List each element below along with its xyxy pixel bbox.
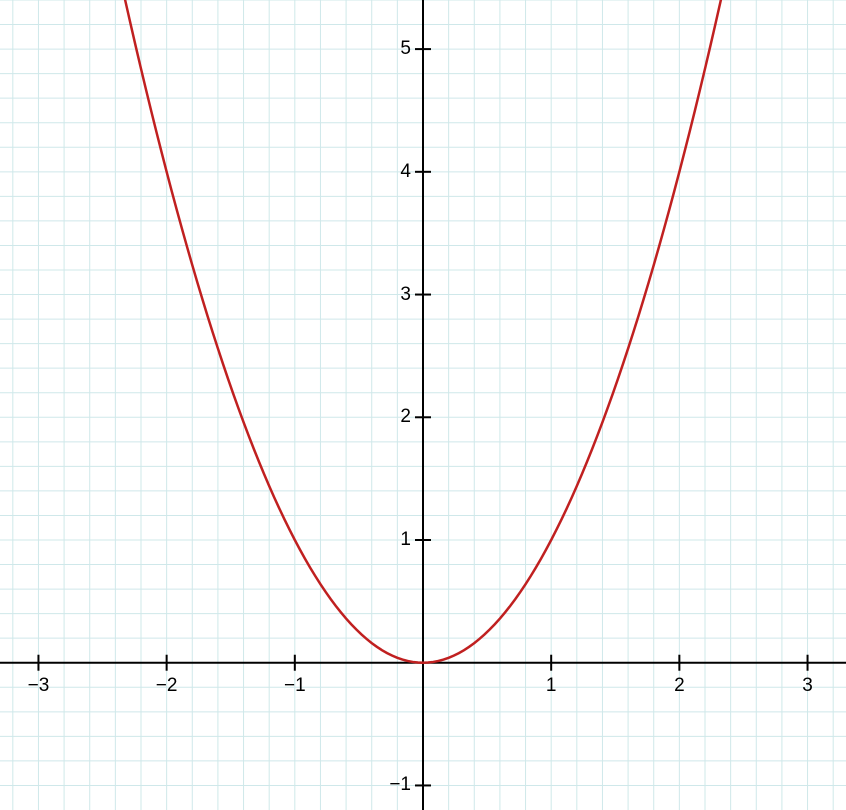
x-tick-label: −2 <box>156 675 178 697</box>
y-tick-label: 5 <box>400 38 411 60</box>
y-tick-label: 3 <box>400 284 411 306</box>
y-tick-label: −1 <box>389 774 411 796</box>
x-tick-label: −1 <box>284 675 306 697</box>
chart-canvas <box>0 0 846 810</box>
x-tick-label: −3 <box>28 675 50 697</box>
y-tick-label: 1 <box>400 529 411 551</box>
y-tick-label: 2 <box>400 406 411 428</box>
parabola-chart: −3 −2 −1 1 2 3 −1 1 2 3 4 5 <box>0 0 846 810</box>
y-tick-label: 4 <box>400 161 411 183</box>
x-tick-label: 2 <box>674 675 685 697</box>
x-tick-label: 1 <box>546 675 557 697</box>
x-tick-label: 3 <box>802 675 813 697</box>
